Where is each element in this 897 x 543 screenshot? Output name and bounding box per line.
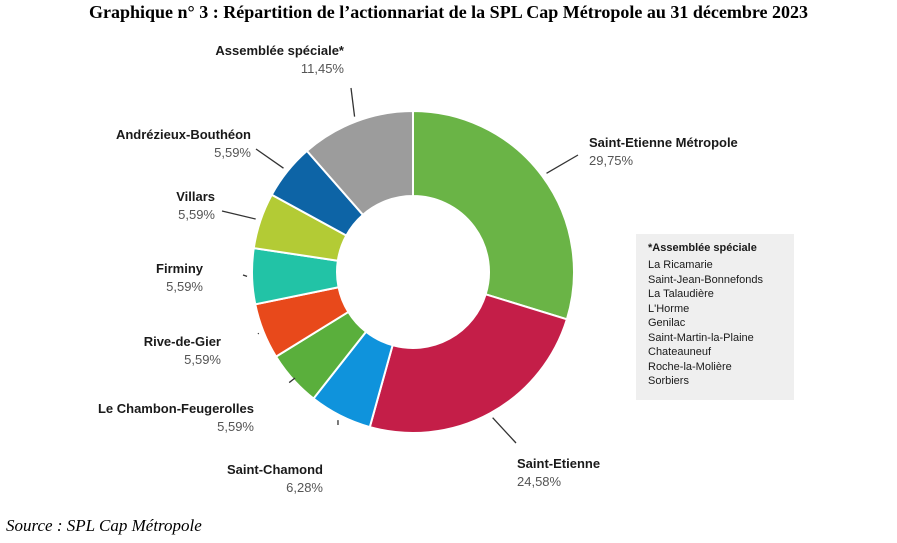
slice-value-label: 11,45% <box>301 61 345 76</box>
slice-label: Le Chambon-Feugerolles <box>98 401 254 416</box>
note-item: Genilac <box>648 317 686 329</box>
note-item: Roche-la-Molière <box>648 360 732 373</box>
note-item: La Talaudière <box>648 288 714 300</box>
note-item: Saint-Martin-la-Plaine <box>648 331 754 344</box>
donut-slice <box>305 109 414 217</box>
note-item: La Ricamarie <box>648 259 713 271</box>
leader-line <box>288 377 296 384</box>
leader-line <box>257 332 260 335</box>
slice-label: Saint-Chamond <box>227 462 323 477</box>
legend-note-box: *Assemblée spéciale La Ricamarie Saint-J… <box>636 234 794 400</box>
slice-label: Firminy <box>156 261 204 276</box>
leader-line <box>492 417 517 444</box>
donut-slice <box>368 293 569 434</box>
leader-line <box>350 87 356 117</box>
note-item: L'Horme <box>648 302 690 315</box>
slice-value-label: 24,58% <box>517 474 562 489</box>
slice-value-label: 5,59% <box>217 419 254 434</box>
slice-label: Assemblée spéciale* <box>215 43 345 58</box>
slice-value-label: 29,75% <box>589 153 634 168</box>
slice-label: Rive-de-Gier <box>144 334 221 349</box>
chart-title: Graphique n° 3 : Répartition de l’action… <box>88 2 808 22</box>
slice-label: Andrézieux-Bouthéon <box>116 127 251 142</box>
donut-slice <box>412 109 575 321</box>
slice-value-label: 5,59% <box>184 352 221 367</box>
slice-value-label: 5,59% <box>166 279 203 294</box>
slice-label: Saint-Etienne Métropole <box>589 135 738 150</box>
note-item: Saint-Jean-Bonnefonds <box>648 273 763 286</box>
slice-value-label: 6,28% <box>286 480 323 495</box>
source-note: Source : SPL Cap Métropole <box>6 516 202 535</box>
leader-line <box>255 148 284 169</box>
slice-value-label: 5,59% <box>178 207 215 222</box>
note-item: Chateauneuf <box>648 346 711 358</box>
leader-line <box>221 210 256 220</box>
note-item: Sorbiers <box>648 375 689 387</box>
note-title: *Assemblée spéciale <box>648 242 757 254</box>
slice-label: Villars <box>176 189 215 204</box>
note-list: La Ricamarie Saint-Jean-Bonnefonds La Ta… <box>648 258 763 389</box>
slice-label: Saint-Etienne <box>517 456 600 471</box>
slice-value-label: 5,59% <box>214 145 251 160</box>
leader-line <box>546 154 579 174</box>
leader-line <box>242 274 248 278</box>
